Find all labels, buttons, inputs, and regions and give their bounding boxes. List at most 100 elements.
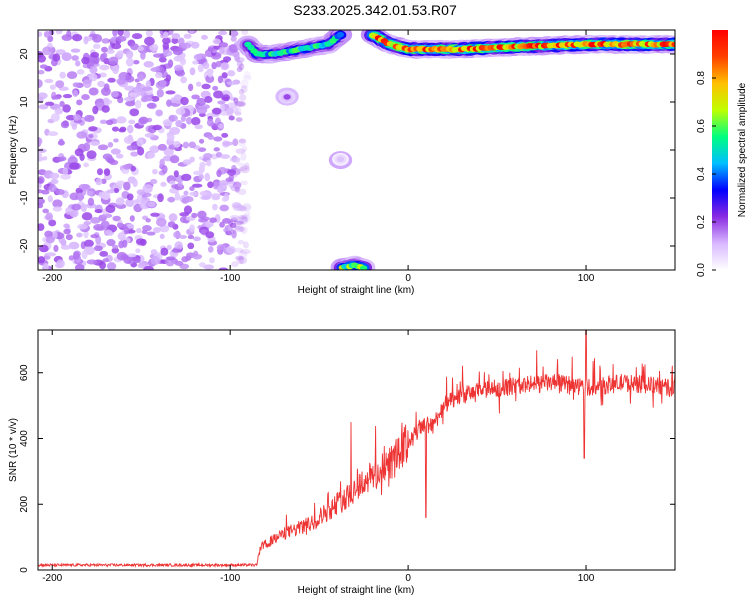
- spectrogram-noise-cell: [212, 203, 218, 211]
- spectrogram-noise-cell: [139, 200, 150, 210]
- spectrogram-noise-cell: [87, 197, 95, 206]
- spectrogram-noise-cell: [38, 54, 47, 63]
- spectrogram-noise-cell: [81, 250, 88, 260]
- spectrogram-noise-cell: [90, 217, 101, 224]
- spectrogram-noise-cell: [63, 223, 70, 229]
- snr-y-label: SNR (10 * v/v): [8, 418, 19, 482]
- spectrogram-noise-cell: [38, 183, 42, 189]
- spectrogram-noise-cell: [202, 62, 210, 70]
- colorbar-tick-label: 0.8: [696, 71, 707, 85]
- spectrogram-noise-cell: [38, 197, 46, 205]
- spectrogram-noise-cell: [218, 267, 229, 270]
- spectrogram-noise-cell: [187, 242, 195, 250]
- spectrogram-noise-cell: [167, 196, 176, 203]
- spectrogram-noise-cell: [234, 224, 244, 233]
- spectrogram-noise-cell: [106, 239, 116, 247]
- spectrogram-noise-cell: [228, 174, 235, 182]
- spectrogram-noise-cell: [166, 244, 172, 250]
- spectrogram-noise-cell: [173, 170, 179, 178]
- spectrogram-noise-cell: [123, 136, 134, 144]
- spectrogram-noise-cell: [155, 109, 163, 117]
- spectrogram-noise-cell: [101, 46, 108, 53]
- spectrogram-noise-cell: [158, 214, 166, 219]
- spectrogram-noise-cell: [113, 188, 120, 194]
- spectrogram-noise-cell: [240, 226, 248, 235]
- spectrogram-noise-cell: [58, 138, 64, 146]
- spectrogram-noise-cell: [215, 60, 222, 68]
- spectrogram-noise-cell: [125, 198, 135, 207]
- spectrogram-noise-cell: [203, 153, 213, 159]
- spectrogram-noise-cell: [177, 37, 185, 46]
- spectrogram-noise-cell: [128, 92, 137, 98]
- spectrogram-noise-cell: [169, 180, 176, 185]
- snr-x-label: Height of straight line (km): [298, 585, 415, 596]
- spectrogram-noise-cell: [192, 236, 201, 242]
- spectrogram-noise-cell: [78, 183, 90, 190]
- spectrogram-noise-cell: [89, 141, 101, 146]
- spectrogram-noise-cell: [206, 118, 214, 127]
- spectrogram-noise-cell: [216, 169, 222, 178]
- spectrogram-noise-cell: [241, 213, 251, 223]
- spectrogram-noise-cell: [159, 158, 165, 168]
- spectrogram-noise-cell: [50, 178, 59, 185]
- spectrogram-noise-cell: [218, 179, 229, 187]
- spectrogram-noise-cell: [54, 107, 64, 115]
- spectrogram-noise-cell: [228, 115, 235, 121]
- spectrogram-noise-cell: [49, 84, 56, 90]
- spectrogram-noise-cell: [183, 190, 189, 196]
- spectrogram-noise-cell: [184, 196, 194, 203]
- spectrogram-noise-cell: [45, 212, 53, 221]
- spectrogram-noise-cell: [132, 178, 138, 188]
- spectrogram-noise-cell: [65, 114, 76, 121]
- spectrogram-noise-cell: [189, 224, 195, 233]
- spectrogram-x-ticks: -200 -100 0 100: [42, 30, 595, 284]
- spectrogram-noise-cell: [48, 184, 57, 193]
- spectrogram-noise-cell: [234, 225, 242, 231]
- spectrogram-noise-cell: [236, 66, 243, 72]
- spectrogram-noise-cell: [38, 244, 49, 253]
- spectrogram-noise-cell: [130, 165, 137, 172]
- spectrogram-noise-cell: [99, 64, 110, 71]
- spectrogram-noise-cell: [52, 53, 61, 62]
- spectrogram-noise-cell: [195, 81, 202, 87]
- spectrogram-noise-cell: [125, 50, 134, 59]
- spectrogram-noise-cell: [171, 248, 183, 253]
- spectrogram-noise-cell: [97, 144, 109, 151]
- spectrogram-noise-cell: [233, 97, 239, 104]
- spectrogram-noise-cell: [76, 232, 83, 238]
- spectrogram-noise-cell: [207, 134, 215, 140]
- spectrogram-noise-cell: [228, 30, 239, 37]
- spectrogram-noise-cell: [138, 116, 149, 125]
- spectrogram-noise-cell: [193, 54, 203, 61]
- spectrogram-noise-cell: [187, 234, 194, 240]
- spectrogram-noise-cell: [235, 106, 242, 114]
- spectrogram-feature-cell: [336, 31, 345, 38]
- spectrogram-noise-cell: [55, 30, 63, 35]
- spectrogram-noise-cell: [130, 43, 140, 51]
- spectrogram-noise-cell: [209, 217, 217, 223]
- spectrogram-noise-cell: [113, 138, 119, 143]
- spectrogram-noise-cell: [226, 81, 237, 86]
- spectrogram-noise-cell: [77, 223, 88, 230]
- spectrogram-noise-cell: [42, 51, 52, 56]
- spectrogram-x-tick-label: 100: [578, 273, 595, 284]
- spectrogram-noise-cell: [61, 52, 72, 61]
- spectrogram-noise-cell: [135, 238, 146, 245]
- spectrogram-noise-cell: [137, 46, 144, 52]
- spectrogram-noise-cell: [189, 156, 195, 163]
- spectrogram-noise-cell: [134, 99, 142, 109]
- spectrogram-noise-cell: [237, 214, 248, 220]
- spectrogram-noise-cell: [238, 215, 249, 225]
- spectrogram-noise-cell: [221, 196, 228, 202]
- spectrogram-noise-cell: [218, 30, 228, 36]
- spectrogram-noise-cell: [146, 102, 156, 109]
- spectrogram-noise-cell: [207, 245, 214, 253]
- spectrogram-noise-cell: [128, 119, 136, 125]
- spectrogram-noise-cell: [152, 168, 158, 175]
- spectrogram-noise-cell: [126, 144, 138, 151]
- spectrogram-feature-cell: [336, 156, 345, 163]
- spectrogram-noise-cell: [129, 215, 135, 222]
- spectrogram-noise-cell: [174, 192, 180, 201]
- spectrogram-noise-cell: [45, 252, 56, 257]
